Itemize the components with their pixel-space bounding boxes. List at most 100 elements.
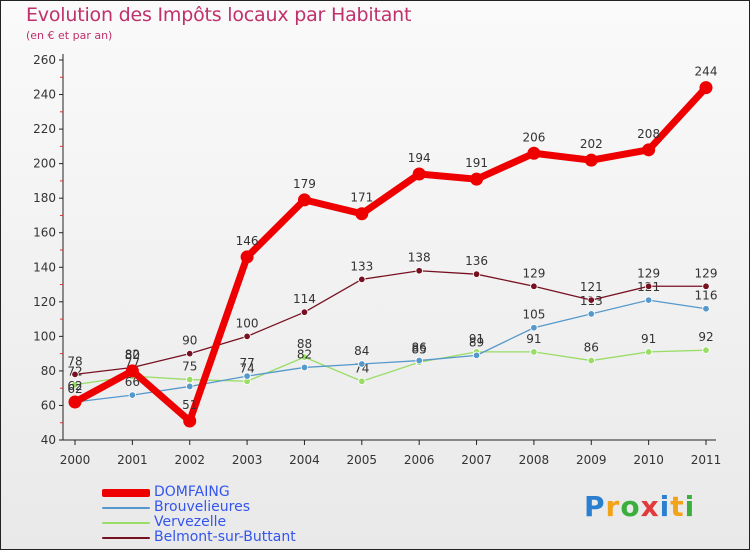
data-label: 82 <box>125 347 140 361</box>
data-label: 100 <box>236 316 259 330</box>
data-label: 88 <box>297 337 312 351</box>
data-point <box>699 81 713 95</box>
data-label: 116 <box>695 289 718 303</box>
data-point <box>68 395 82 409</box>
y-tick-label: 180 <box>33 191 56 205</box>
x-tick-label: 2008 <box>519 453 550 467</box>
logo-letter: i <box>684 490 696 523</box>
x-tick-label: 2005 <box>347 453 378 467</box>
y-tick-label: 240 <box>33 88 56 102</box>
series-vervezelle: 727775748874859191869192 <box>67 330 714 389</box>
data-point <box>240 250 254 264</box>
data-point <box>472 270 481 278</box>
data-point <box>642 143 656 157</box>
chart-title: Evolution des Impôts locaux par Habitant <box>26 4 412 26</box>
data-label: 84 <box>354 344 369 358</box>
chart-subtitle: (en € et par an) <box>26 29 113 42</box>
data-label: 129 <box>637 266 660 280</box>
data-point <box>297 193 311 207</box>
data-point <box>300 363 309 372</box>
x-tick-label: 2003 <box>232 453 263 467</box>
data-label: 62 <box>67 379 82 393</box>
data-label: 89 <box>469 335 484 349</box>
data-label: 51 <box>182 398 197 412</box>
data-point <box>530 282 538 290</box>
data-label: 206 <box>522 130 545 144</box>
data-label: 91 <box>641 332 656 346</box>
data-point <box>186 375 194 384</box>
data-label: 80 <box>125 348 140 362</box>
data-label: 179 <box>293 177 316 191</box>
series-line <box>74 299 707 403</box>
data-label: 129 <box>695 266 718 280</box>
data-label: 146 <box>236 234 259 248</box>
series-domfaing: 62 80 51 146 179 171 194 191 206 202 208 244 <box>67 65 717 428</box>
legend-swatch <box>102 522 150 524</box>
data-label: 78 <box>67 354 82 368</box>
y-tick-label: 80 <box>41 364 56 378</box>
data-point <box>644 282 653 290</box>
x-tick-label: 2010 <box>633 453 664 467</box>
series-line <box>71 84 710 425</box>
data-label: 171 <box>350 191 373 205</box>
data-point <box>125 364 139 378</box>
data-point <box>530 348 538 356</box>
y-tick-label: 220 <box>33 122 56 136</box>
data-point <box>183 414 197 428</box>
series-belmont-sur-buttant: 78 82 90 100 114 133 138 136 129 121 129 129 <box>67 251 718 379</box>
x-tick-label: 2007 <box>461 453 492 467</box>
data-label: 82 <box>297 347 312 361</box>
logo-letter: x <box>640 490 660 523</box>
x-tick-label: 2001 <box>117 453 148 467</box>
y-tick-label: 140 <box>33 260 56 274</box>
data-point <box>644 296 653 304</box>
data-point <box>358 275 366 284</box>
data-label: 91 <box>469 332 484 346</box>
x-tick-label: 2011 <box>691 453 722 467</box>
data-label: 77 <box>239 356 254 370</box>
data-point <box>300 353 309 361</box>
data-label: 133 <box>350 259 373 273</box>
data-point <box>644 348 653 356</box>
series-brouvelieures: 62667782848689105113121116 <box>67 280 718 406</box>
proxiti-logo: Proxiti <box>584 490 695 523</box>
data-point <box>470 172 484 186</box>
x-tick-label: 2000 <box>60 453 91 467</box>
data-label: 202 <box>580 137 603 151</box>
data-label: 62 <box>67 382 82 396</box>
data-point <box>71 381 79 389</box>
data-point <box>584 153 598 167</box>
data-label: 114 <box>293 292 316 306</box>
data-label: 92 <box>698 330 713 344</box>
data-label: 129 <box>522 266 545 280</box>
legend-label: Belmont-sur-Buttant <box>154 529 296 545</box>
data-label: 86 <box>584 341 599 355</box>
y-tick-label: 40 <box>41 433 56 447</box>
data-label: 138 <box>408 251 431 265</box>
data-point <box>702 305 710 313</box>
data-label: 85 <box>412 342 427 356</box>
data-label: 244 <box>695 65 718 79</box>
data-label: 208 <box>637 127 660 141</box>
data-point <box>186 382 194 391</box>
data-point <box>587 296 595 304</box>
logo-letter: o <box>620 490 641 523</box>
data-point <box>300 308 309 316</box>
y-tick-label: 160 <box>33 226 56 240</box>
data-label: 191 <box>465 156 488 170</box>
y-tick-label: 260 <box>33 53 56 67</box>
data-label: 91 <box>526 332 541 346</box>
data-point <box>472 351 481 360</box>
logo-letter: P <box>584 490 606 523</box>
data-point <box>587 356 595 365</box>
y-tick-label: 120 <box>33 295 56 309</box>
legend-label: DOMFAING <box>154 484 230 500</box>
data-point <box>412 167 426 181</box>
data-label: 121 <box>580 280 603 294</box>
series-line <box>74 270 707 376</box>
data-label: 75 <box>182 360 197 374</box>
data-point <box>128 391 137 399</box>
x-tick-label: 2002 <box>174 453 205 467</box>
